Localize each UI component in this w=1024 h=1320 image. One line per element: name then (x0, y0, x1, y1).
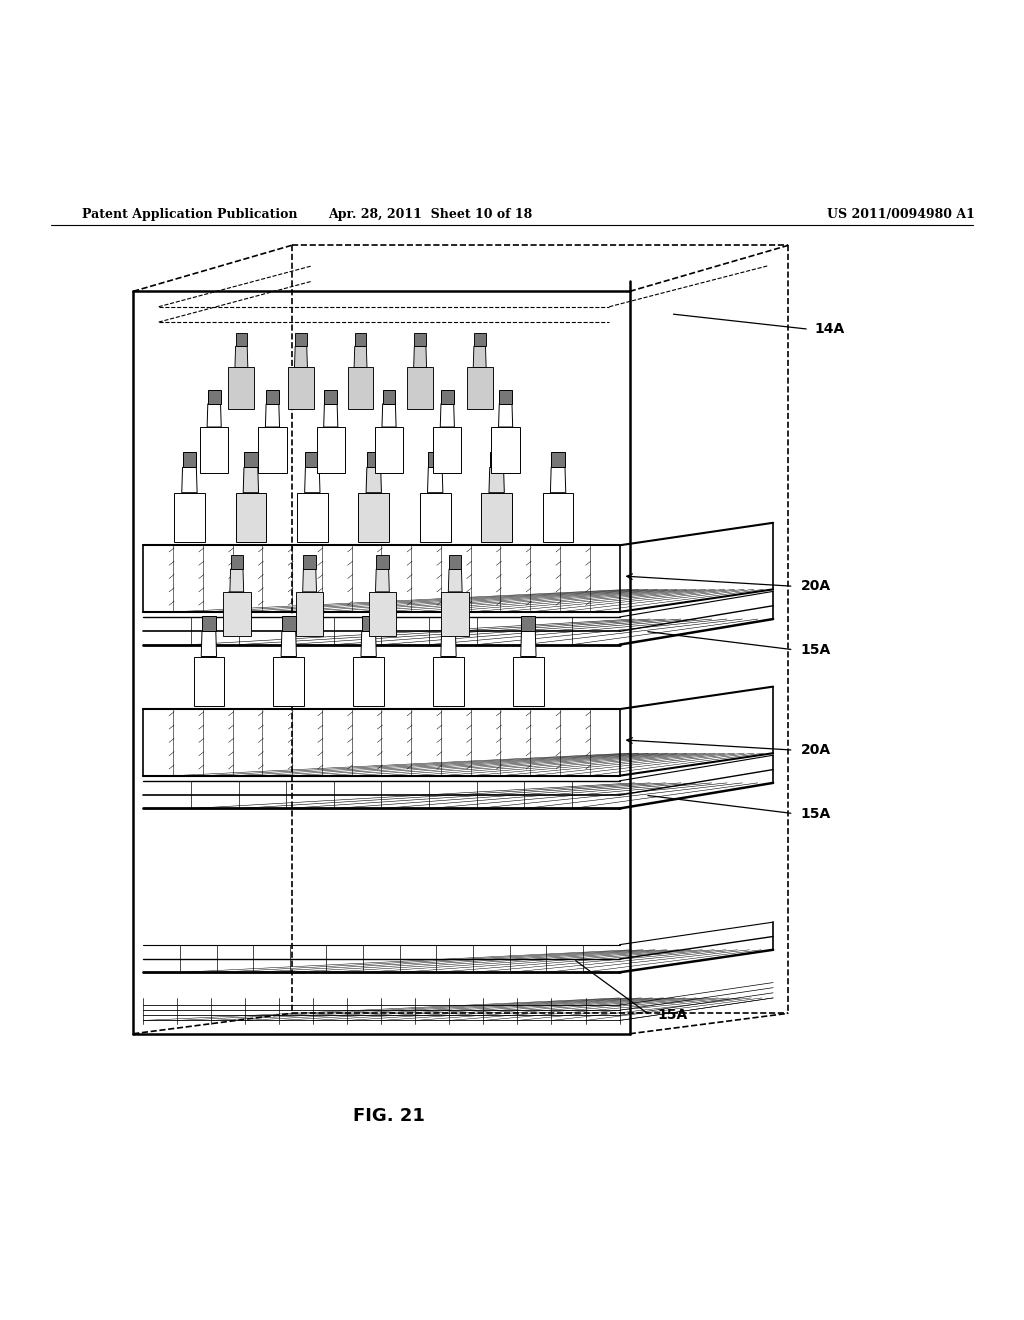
Polygon shape (305, 453, 319, 467)
Text: 20A: 20A (801, 743, 830, 758)
Polygon shape (500, 389, 512, 404)
Polygon shape (202, 616, 216, 631)
Polygon shape (551, 467, 565, 492)
Polygon shape (325, 389, 337, 404)
Polygon shape (234, 346, 248, 367)
Polygon shape (201, 631, 217, 656)
Polygon shape (200, 426, 228, 473)
Text: 20A: 20A (801, 579, 830, 593)
Polygon shape (207, 404, 221, 426)
Polygon shape (303, 569, 316, 591)
Polygon shape (354, 346, 367, 367)
Polygon shape (236, 334, 247, 346)
Polygon shape (295, 334, 307, 346)
Polygon shape (513, 656, 544, 706)
Text: 14A: 14A (814, 322, 845, 337)
Text: Patent Application Publication: Patent Application Publication (82, 209, 297, 220)
Polygon shape (441, 616, 456, 631)
Polygon shape (474, 334, 485, 346)
Polygon shape (521, 616, 536, 631)
Polygon shape (376, 569, 389, 591)
Polygon shape (441, 389, 454, 404)
Polygon shape (347, 367, 374, 409)
Polygon shape (266, 389, 279, 404)
Polygon shape (440, 404, 455, 426)
Polygon shape (229, 569, 244, 591)
Text: Apr. 28, 2011  Sheet 10 of 18: Apr. 28, 2011 Sheet 10 of 18 (328, 209, 532, 220)
Polygon shape (194, 656, 224, 706)
Polygon shape (297, 492, 328, 543)
Polygon shape (382, 404, 396, 426)
Polygon shape (295, 346, 307, 367)
Polygon shape (182, 467, 197, 492)
Text: 15A: 15A (657, 1008, 688, 1022)
Polygon shape (449, 569, 462, 591)
Polygon shape (367, 453, 381, 467)
Polygon shape (316, 426, 345, 473)
Polygon shape (467, 367, 493, 409)
Text: US 2011/0094980 A1: US 2011/0094980 A1 (827, 209, 975, 220)
Polygon shape (420, 492, 451, 543)
Polygon shape (324, 404, 338, 426)
Polygon shape (440, 631, 456, 656)
Polygon shape (414, 346, 427, 367)
Polygon shape (521, 631, 537, 656)
Polygon shape (492, 426, 520, 473)
Polygon shape (489, 453, 504, 467)
Text: FIG. 21: FIG. 21 (353, 1106, 425, 1125)
Polygon shape (258, 426, 287, 473)
Polygon shape (441, 591, 469, 636)
Polygon shape (433, 656, 464, 706)
Polygon shape (244, 453, 258, 467)
Polygon shape (288, 367, 314, 409)
Polygon shape (223, 591, 251, 636)
Polygon shape (174, 492, 205, 543)
Polygon shape (228, 367, 254, 409)
Polygon shape (427, 467, 442, 492)
Polygon shape (367, 467, 381, 492)
Polygon shape (551, 453, 565, 467)
Polygon shape (281, 631, 297, 656)
Polygon shape (282, 616, 296, 631)
Text: 15A: 15A (801, 807, 831, 821)
Polygon shape (376, 556, 389, 569)
Polygon shape (296, 591, 324, 636)
Polygon shape (354, 334, 367, 346)
Polygon shape (361, 616, 376, 631)
Polygon shape (408, 367, 433, 409)
Polygon shape (369, 591, 396, 636)
Polygon shape (358, 492, 389, 543)
Polygon shape (473, 346, 486, 367)
Polygon shape (428, 453, 442, 467)
Polygon shape (360, 631, 377, 656)
Polygon shape (208, 389, 220, 404)
Polygon shape (230, 556, 243, 569)
Polygon shape (433, 426, 462, 473)
Polygon shape (383, 389, 395, 404)
Polygon shape (244, 467, 258, 492)
Polygon shape (236, 492, 266, 543)
Polygon shape (304, 467, 319, 492)
Polygon shape (499, 404, 513, 426)
Text: 15A: 15A (801, 643, 831, 657)
Polygon shape (273, 656, 304, 706)
Polygon shape (353, 656, 384, 706)
Polygon shape (303, 556, 315, 569)
Polygon shape (375, 426, 403, 473)
Polygon shape (182, 453, 197, 467)
Polygon shape (449, 556, 462, 569)
Polygon shape (265, 404, 280, 426)
Polygon shape (543, 492, 573, 543)
Polygon shape (415, 334, 426, 346)
Polygon shape (481, 492, 512, 543)
Polygon shape (489, 467, 504, 492)
